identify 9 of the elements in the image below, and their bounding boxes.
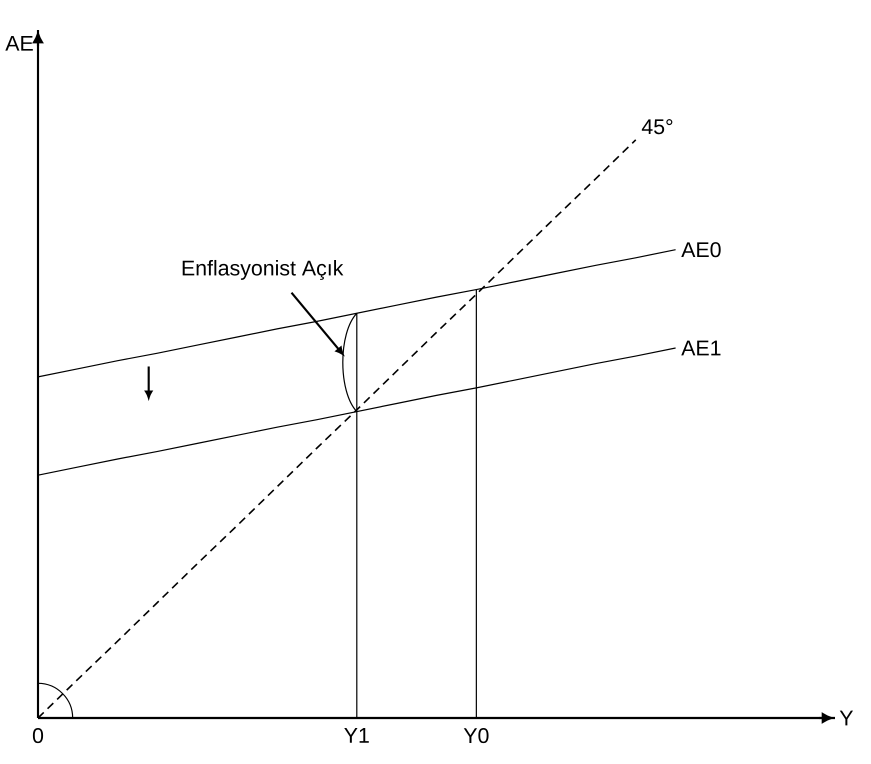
series-label: AE0 [681,242,721,258]
x-tick-label: Y0 [464,728,489,744]
series-label: AE1 [681,340,720,356]
annotation: Enflasyonist Açık [182,260,344,280]
series-label: 45° [642,119,672,134]
y-axis-title: AE [5,36,33,51]
x-axis-title: Y [840,710,854,726]
x-tick-label: 0 [32,728,44,744]
x-tick-label: Y1 [344,728,369,743]
